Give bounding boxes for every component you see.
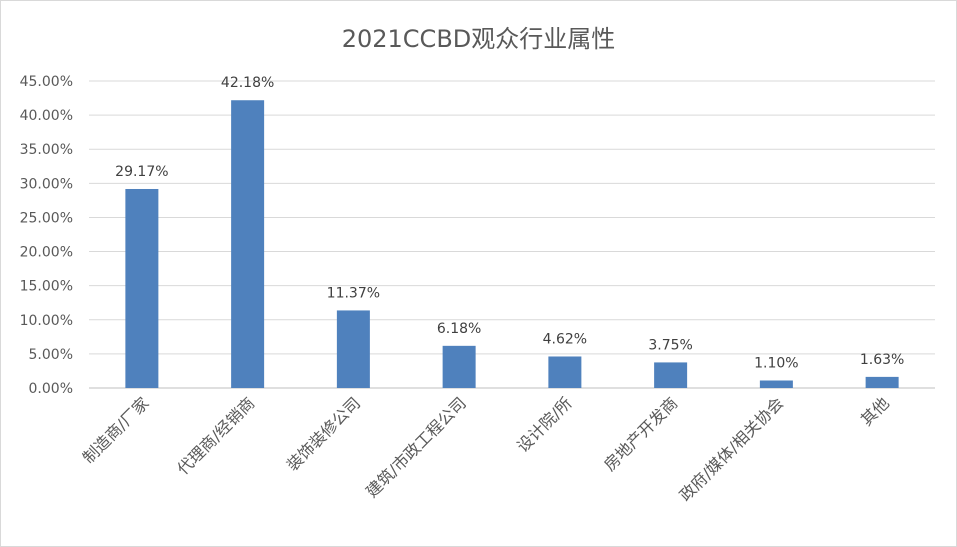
bar (759, 380, 793, 388)
x-tick-label: 代理商/经销商 (173, 393, 258, 478)
y-tick-label: 35.00% (20, 142, 73, 158)
x-tick-label: 设计院/所 (513, 393, 576, 456)
bar (336, 310, 370, 388)
data-label: 6.18% (437, 321, 481, 337)
bar (231, 100, 265, 388)
bar (865, 376, 899, 388)
bar (548, 356, 582, 388)
x-tick-label: 政府/媒体/相关协会 (676, 393, 788, 505)
y-tick-label: 20.00% (20, 245, 73, 261)
y-tick-label: 40.00% (20, 108, 73, 124)
y-tick-label: 25.00% (20, 210, 73, 226)
x-tick-label: 建筑/市政工程公司 (362, 393, 470, 501)
y-tick-label: 10.00% (20, 313, 73, 329)
chart-title: 2021CCBD观众行业属性 (341, 25, 616, 53)
bar (442, 345, 476, 388)
x-tick-label: 房地产开发商 (600, 393, 681, 474)
y-tick-label: 5.00% (29, 347, 73, 363)
data-label: 3.75% (648, 337, 692, 353)
data-label: 4.62% (543, 331, 587, 347)
data-label: 11.37% (327, 285, 380, 301)
y-tick-label: 15.00% (20, 279, 73, 295)
data-label: 29.17% (115, 164, 168, 180)
y-tick-label: 45.00% (20, 74, 73, 90)
data-label: 42.18% (221, 75, 274, 91)
x-tick-label: 制造商/厂家 (79, 393, 153, 467)
data-label: 1.10% (754, 355, 798, 371)
y-tick-label: 0.00% (29, 381, 73, 397)
data-label: 1.63% (860, 352, 904, 368)
x-tick-label: 装饰装修公司 (283, 393, 364, 474)
bar (125, 188, 159, 388)
x-tick-label: 其他 (857, 393, 893, 429)
y-tick-label: 30.00% (20, 176, 73, 192)
bar (654, 362, 688, 388)
